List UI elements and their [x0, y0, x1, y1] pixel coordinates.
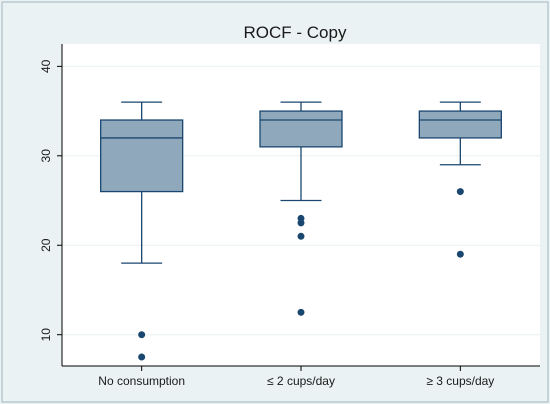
boxes: [100, 101, 502, 361]
outlier-point: [297, 232, 305, 240]
box-group: [100, 101, 184, 361]
plot-area: [62, 44, 540, 366]
box: [418, 110, 502, 139]
box-group: [418, 101, 502, 258]
outlier-point: [456, 250, 464, 258]
outlier-point: [297, 219, 305, 227]
outlier-point: [297, 308, 305, 316]
x-axis: No consumption ≤ 2 cups/day ≥ 3 cups/day: [62, 365, 540, 388]
outlier-point: [456, 188, 464, 196]
x-tick-label: ≤ 2 cups/day: [267, 374, 335, 388]
y-tick-label: 30: [39, 149, 53, 163]
y-tick-label: 40: [39, 59, 53, 73]
box: [259, 110, 343, 148]
y-tick-label: 20: [39, 238, 53, 252]
chart-title: ROCF - Copy: [244, 23, 347, 42]
box: [100, 119, 184, 193]
box-group: [259, 101, 343, 316]
outlier-point: [138, 353, 146, 361]
outlier-point: [138, 331, 146, 339]
x-tick-label: No consumption: [98, 374, 185, 388]
y-axis: 10 20 30 40: [39, 44, 63, 366]
y-tick-label: 10: [39, 328, 53, 342]
x-tick-label: ≥ 3 cups/day: [426, 374, 494, 388]
